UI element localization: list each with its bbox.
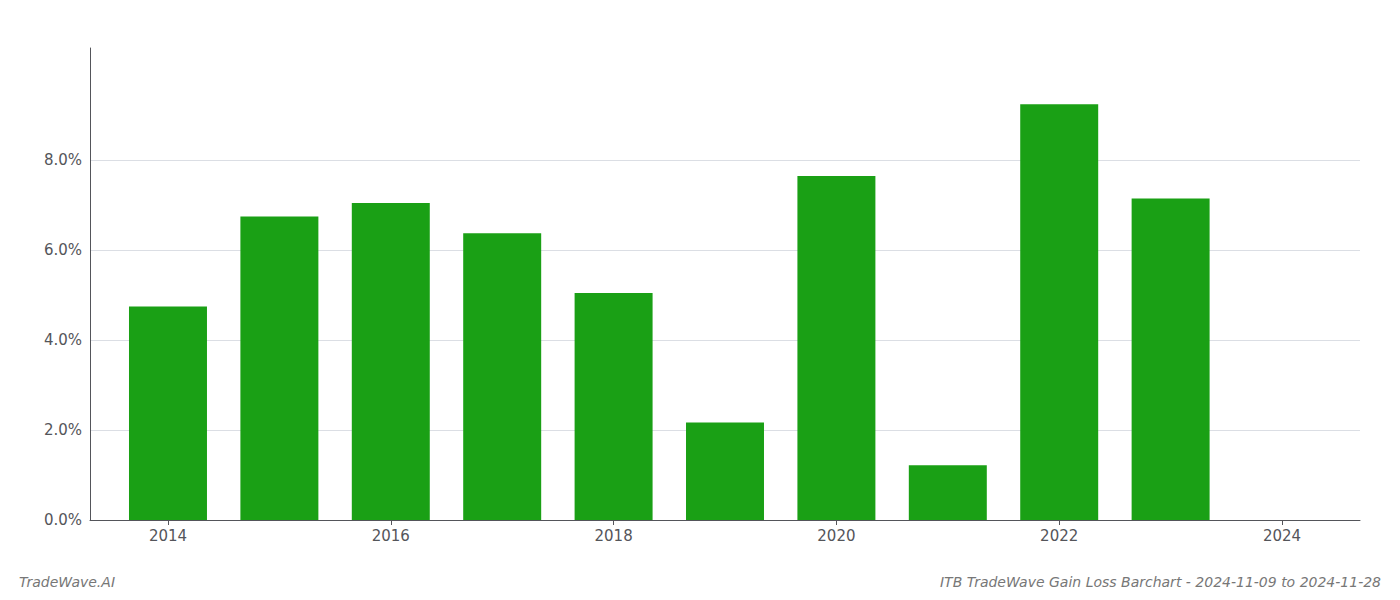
svg-text:8.0%: 8.0% <box>44 151 82 169</box>
svg-text:2020: 2020 <box>817 527 855 545</box>
svg-text:2024: 2024 <box>1263 527 1301 545</box>
svg-text:ITB TradeWave Gain Loss Barcha: ITB TradeWave Gain Loss Barchart - 2024-… <box>940 574 1381 590</box>
svg-text:2.0%: 2.0% <box>44 421 82 439</box>
svg-text:0.0%: 0.0% <box>44 511 82 529</box>
svg-text:2016: 2016 <box>372 527 410 545</box>
svg-text:2014: 2014 <box>149 527 187 545</box>
svg-text:TradeWave.AI: TradeWave.AI <box>19 574 115 590</box>
svg-text:4.0%: 4.0% <box>44 331 82 349</box>
svg-text:2018: 2018 <box>595 527 633 545</box>
svg-text:6.0%: 6.0% <box>44 241 82 259</box>
svg-text:2022: 2022 <box>1040 527 1078 545</box>
